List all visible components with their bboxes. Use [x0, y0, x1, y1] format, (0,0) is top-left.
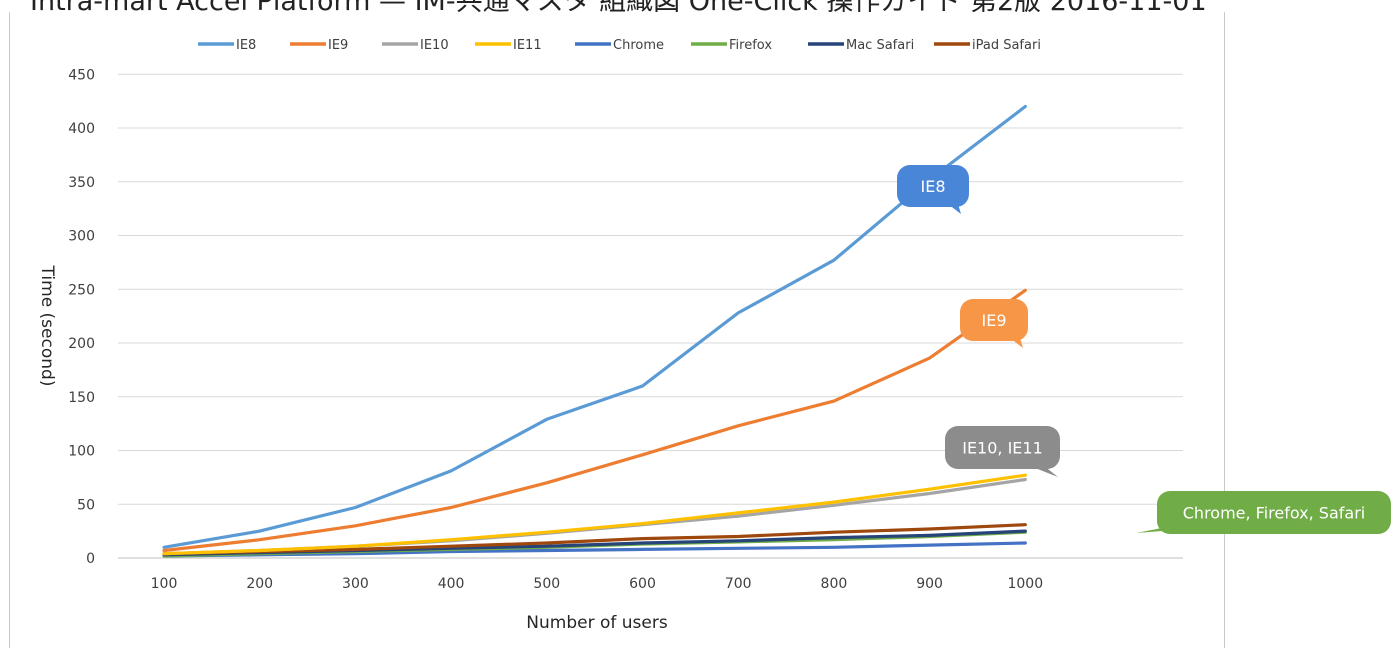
legend-label: IE9 [328, 38, 348, 53]
y-axis-title: Time (second) [37, 265, 57, 387]
x-tick-label: 200 [246, 576, 273, 592]
annotation-callout: IE9 [960, 299, 1028, 348]
y-tick-label: 400 [68, 121, 95, 137]
legend-label: IE11 [513, 38, 542, 53]
series-lines [162, 104, 1027, 558]
x-tick-label: 100 [151, 576, 178, 592]
x-axis-title: Number of users [526, 613, 668, 633]
y-tick-label: 200 [68, 336, 95, 352]
y-tick-label: 250 [68, 282, 95, 298]
callout-label: IE9 [981, 311, 1006, 330]
x-tick-label: 1000 [1007, 576, 1043, 592]
series-line-chrome [162, 541, 1027, 558]
callout-bubble [897, 165, 969, 207]
y-tick-label: 300 [68, 229, 95, 245]
y-tick-label: 100 [68, 444, 95, 460]
series-line-ie8 [162, 104, 1027, 549]
x-tick-label: 800 [821, 576, 848, 592]
legend-item-chrome: Chrome [575, 38, 664, 53]
legend-item-ie8: IE8 [198, 38, 256, 53]
y-tick-label: 350 [68, 175, 95, 191]
x-tick-label: 900 [916, 576, 943, 592]
legend-label: Chrome [613, 38, 664, 53]
y-tick-label: 450 [68, 67, 95, 83]
x-tick-label: 600 [629, 576, 656, 592]
legend: IE8 IE9 IE10 IE11 Chrome Firefox Mac Safari iPa… [198, 38, 1041, 53]
annotations: IE8 IE9 IE10, IE11 Chrome, Firefox, Safari [897, 165, 1391, 534]
legend-item-ie10: IE10 [382, 38, 449, 53]
callout-label: IE10, IE11 [962, 439, 1043, 458]
callout-label: Chrome, Firefox, Safari [1183, 504, 1365, 523]
annotation-callout: IE10, IE11 [945, 426, 1060, 477]
callout-bubble [1157, 491, 1391, 534]
legend-item-firefox: Firefox [691, 38, 772, 53]
annotation-callout: Chrome, Firefox, Safari [1136, 491, 1391, 534]
series-line-ie10 [162, 477, 1027, 556]
y-tick-label: 50 [77, 497, 95, 513]
gridlines [118, 73, 1183, 559]
x-tick-label: 500 [533, 576, 560, 592]
callout-bubble [945, 426, 1060, 469]
legend-label: Firefox [729, 38, 772, 53]
legend-label: iPad Safari [972, 38, 1041, 53]
legend-item-ie9: IE9 [290, 38, 348, 53]
legend-item-ipad-safari: iPad Safari [934, 38, 1041, 53]
callout-bubble [960, 299, 1028, 341]
y-tick-label: 150 [68, 390, 95, 406]
legend-item-mac-safari: Mac Safari [808, 38, 914, 53]
series-line-ipad-safari [162, 523, 1027, 556]
x-tick-label: 300 [342, 576, 369, 592]
legend-item-ie11: IE11 [475, 38, 542, 53]
annotation-callout: IE8 [897, 165, 969, 214]
series-line-ie9 [162, 288, 1027, 553]
x-axis-tick-labels: 100 200 300 400 500 600 700 800 900 1000 [151, 576, 1043, 592]
legend-label: Mac Safari [846, 38, 914, 53]
callout-label: IE8 [920, 177, 945, 196]
x-tick-label: 700 [725, 576, 752, 592]
legend-label: IE8 [236, 38, 256, 53]
x-tick-label: 400 [438, 576, 465, 592]
y-tick-label: 0 [86, 551, 95, 567]
y-axis-tick-labels: 0 50 100 150 200 250 300 350 400 450 [68, 67, 95, 567]
series-line-ie11 [162, 473, 1027, 556]
legend-label: IE10 [420, 38, 449, 53]
